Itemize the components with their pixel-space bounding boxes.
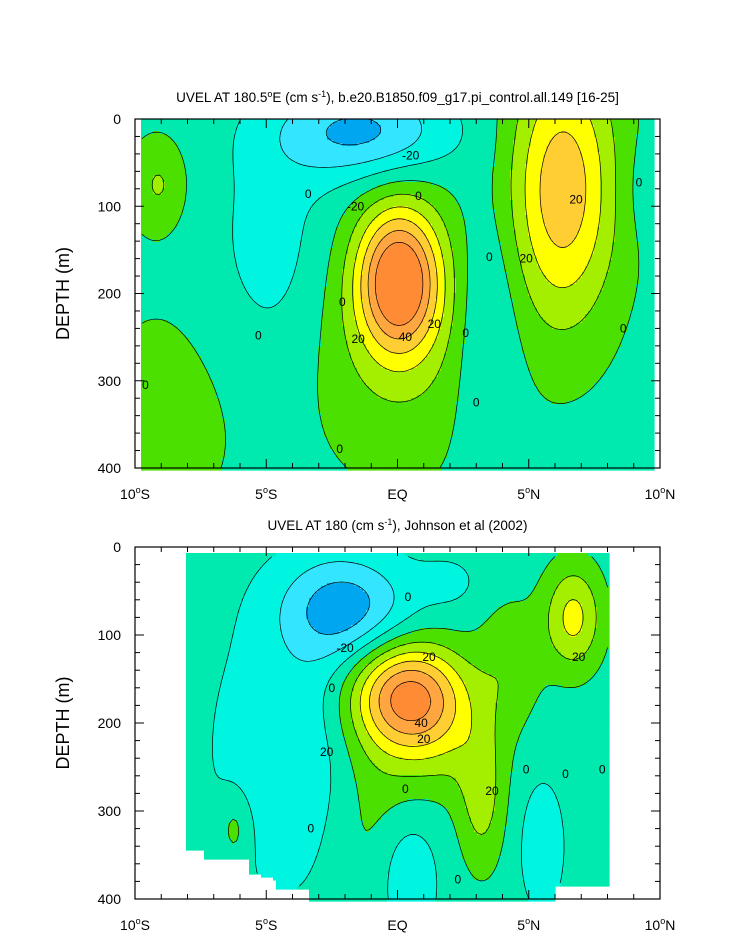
contour-label: 0	[636, 176, 643, 190]
chart-title: UVEL AT 180.5oE (cm s-1), b.e20.B1850.f0…	[176, 89, 619, 105]
x-tick-label: 10oN	[645, 485, 676, 502]
contour-fill	[186, 553, 610, 902]
y-axis-label: DEPTH (m)	[53, 247, 73, 340]
contour-label: 20	[351, 332, 365, 346]
contour-label: 20	[485, 784, 499, 798]
contour-line-0	[212, 556, 565, 900]
x-tick-label: 5oN	[517, 485, 540, 502]
contour-label: 0	[255, 328, 262, 342]
contour-line--10	[279, 118, 423, 168]
contour-label: 0	[142, 378, 149, 392]
chart-title: UVEL AT 180 (cm s-1), Johnson et al (200…	[268, 517, 528, 533]
contour-label: 40	[399, 330, 413, 344]
contour-label: 0	[455, 873, 462, 887]
contour-line-40	[360, 131, 587, 354]
contour-label: 0	[486, 250, 493, 264]
contour-label: 0	[523, 763, 530, 777]
contour-label: 0	[336, 442, 343, 456]
contour-line-60	[390, 681, 431, 722]
contour-label: -20	[336, 641, 354, 655]
axis-ticks	[134, 546, 661, 900]
contour-line-10	[228, 556, 608, 882]
axis-ticks	[134, 118, 661, 469]
y-tick-label: 300	[98, 373, 122, 389]
x-tick-label: 10oS	[120, 916, 150, 933]
contour-line--20	[306, 581, 371, 635]
x-tick-label: EQ	[387, 917, 407, 933]
x-tick-label: 5oS	[255, 916, 277, 933]
contour-label: 20	[417, 732, 431, 746]
contour-line-20	[350, 575, 597, 835]
contour-label: 0	[339, 295, 346, 309]
contour-label: 0	[405, 590, 412, 604]
x-tick-label: EQ	[387, 486, 407, 502]
y-tick-label: 200	[98, 286, 122, 302]
contour-line-20	[151, 118, 617, 403]
contour-labels: 0 -20 20 0 40 20 20 0 20 0 0 0 0 0 20	[308, 590, 606, 886]
contour-label: 0	[620, 321, 627, 335]
contour-line--10	[279, 561, 395, 662]
contour-label: 0	[473, 396, 480, 410]
contour-lines	[141, 118, 640, 469]
contour-label: 0	[599, 763, 606, 777]
y-tick-label: 0	[113, 111, 121, 127]
contour-label: 0	[329, 681, 336, 695]
contour-line-50	[367, 230, 431, 340]
contour-label: -20	[347, 199, 365, 213]
contour-label: 0	[562, 767, 569, 781]
contour-line-60	[374, 242, 424, 326]
contour-label: -20	[402, 149, 420, 163]
contour-label: 0	[308, 822, 315, 836]
y-tick-label: 200	[98, 715, 122, 731]
contour-label: 20	[422, 650, 436, 664]
y-tick-label: 0	[113, 539, 121, 555]
contour-label: 20	[519, 252, 533, 266]
contour-line-10	[141, 118, 640, 469]
y-tick-label: 100	[98, 627, 122, 643]
x-tick-label: 10oN	[645, 916, 676, 933]
x-tick-label: 10oS	[120, 485, 150, 502]
contour-label: 20	[572, 650, 586, 664]
x-tick-label: 5oN	[517, 916, 540, 933]
contour-fill	[141, 119, 655, 471]
contour-label: 0	[415, 189, 422, 203]
contour-label: 20	[569, 192, 583, 206]
contour-label: 20	[428, 317, 442, 331]
contour-labels: 0 0 0 -20 -20 0 0 20 40 20 0 0 0 0 20 20 0 0	[142, 149, 643, 456]
y-tick-label: 400	[98, 891, 122, 907]
contour-line-30	[352, 118, 602, 373]
y-tick-label: 300	[98, 803, 122, 819]
y-tick-label: 100	[98, 198, 122, 214]
y-tick-label: 400	[98, 460, 122, 476]
contour-line-50	[378, 669, 444, 735]
contour-line-40	[369, 660, 456, 747]
contour-lines	[212, 556, 608, 900]
contour-label: 0	[462, 326, 469, 340]
contour-label: 0	[305, 187, 312, 201]
contour-label: 20	[320, 745, 334, 759]
y-axis-label: DEPTH (m)	[53, 677, 73, 770]
contour-label: 40	[414, 716, 428, 730]
contour-line-30	[359, 599, 584, 761]
contour-label: 0	[402, 782, 409, 796]
x-tick-label: 5oS	[255, 485, 277, 502]
